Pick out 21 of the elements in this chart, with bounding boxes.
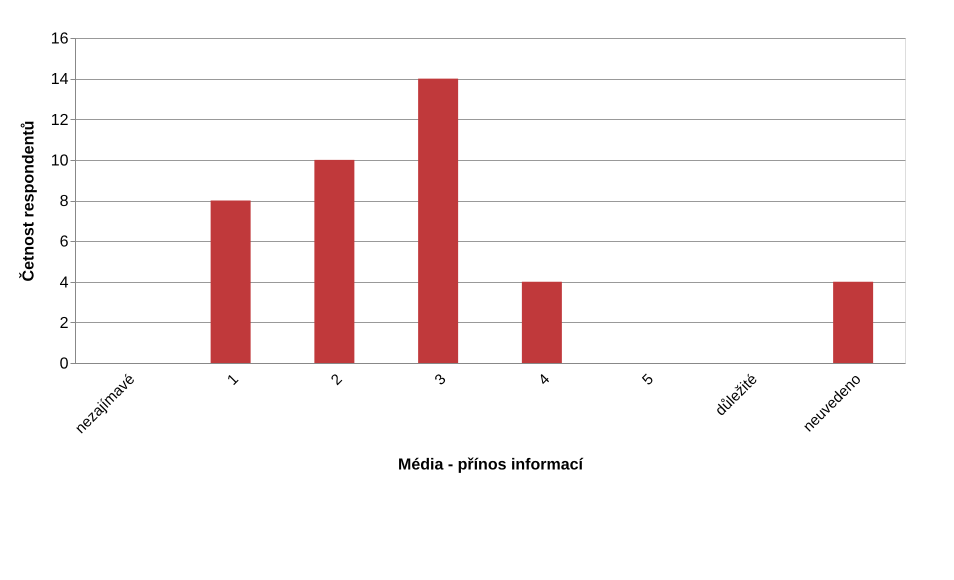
y-tick-label: 2 [60, 314, 69, 332]
x-tick-label: 1 [224, 370, 242, 389]
bar [314, 160, 354, 363]
y-tick-label: 0 [60, 356, 69, 372]
x-axis-title: Média - přínos informací [398, 456, 584, 474]
y-tick-label: 6 [60, 234, 69, 251]
y-tick-label: 16 [50, 30, 69, 48]
bar [418, 78, 458, 363]
y-tick-label: 4 [60, 274, 69, 292]
bar [210, 200, 251, 363]
bar [522, 282, 562, 363]
x-tick-label: 5 [639, 370, 657, 389]
x-tick-label: 2 [328, 370, 346, 389]
bar [833, 282, 874, 363]
y-tick-label: 10 [50, 152, 69, 170]
x-tick-label: 4 [535, 370, 554, 389]
y-tick-label: 12 [50, 112, 69, 129]
y-axis-title: Četnost respondentů [18, 120, 38, 282]
y-tick-label: 14 [50, 71, 69, 88]
x-tick-label: 3 [432, 370, 450, 389]
y-tick-label: 8 [60, 193, 69, 210]
